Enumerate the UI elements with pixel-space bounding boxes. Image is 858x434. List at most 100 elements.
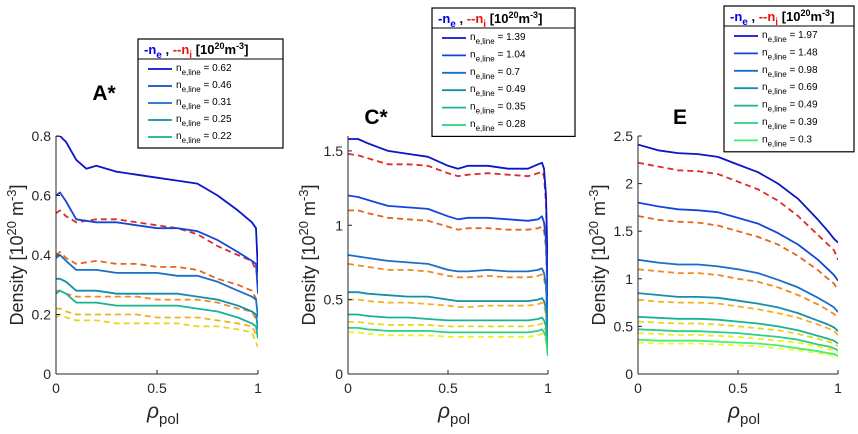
x-tick-label: 1 [544,380,552,396]
ni-line-5 [348,320,548,354]
legend-entry: ne,line = 0.7 [470,67,520,81]
legend-entry-n: n [176,97,182,108]
ne-line-5 [638,316,838,345]
legend-title-unit: [10 [486,11,508,26]
legend-entry-value: = 0.69 [787,82,818,93]
legend-title-sep: , [748,9,759,24]
legend-entry: ne,line = 0.46 [176,80,232,94]
legend-entry-value: = 0.28 [495,119,526,130]
ne-line-1 [56,136,258,273]
x-axis-label-sub: pol [450,411,470,428]
legend-entry-value: = 0.7 [495,67,521,78]
legend-title-unit-close: ] [538,11,542,26]
legend-entry: ne,line = 1.97 [762,30,818,44]
legend-entry-value: = 0.39 [787,117,818,128]
x-tick-label: 0.5 [438,380,458,396]
legend-title-unit-sup2: -3 [822,8,830,18]
legend-entry-sub: e,line [476,72,496,81]
legend-entry-sub: e,line [182,85,202,94]
legend-title: -ne , --ni [1020m-3] [438,10,542,30]
panel-title: A* [92,82,116,105]
legend-entry-n: n [176,80,182,91]
legend-entry-value: = 1.39 [495,32,526,43]
legend-title-ne: -n [730,9,742,24]
y-tick-label: 1 [625,271,633,287]
legend-entry-value: = 0.35 [495,102,526,113]
ni-line-3 [638,268,838,320]
ni-line-6 [638,332,838,353]
ne-line-2 [348,194,548,308]
legend-title-ne-sub: e [742,17,748,28]
y-axis-label-sup2: -3 [4,189,19,201]
ni-line-7 [638,341,838,359]
x-axis-label-rho: ρ [146,400,159,423]
x-tick-label: 0 [634,380,642,396]
legend-entry-n: n [762,134,768,145]
legend-entry-sub: e,line [768,122,788,131]
legend-title-unit-sup2: -3 [236,41,244,51]
legend-title-sep: , [162,42,173,57]
legend-title-ne-sub: e [450,19,456,30]
y-tick-label: 1 [335,217,343,233]
legend-entry: ne,line = 1.39 [470,32,526,46]
x-tick-label: 0 [52,380,60,396]
y-tick-label: 0 [335,366,343,382]
legend-title-sep: , [456,11,467,26]
legend-entry-sub: e,line [768,70,788,79]
legend-entry-n: n [762,82,768,93]
legend-entry: ne,line = 0.3 [762,134,812,148]
legend-title-ni: --n [759,9,776,24]
legend-entry-n: n [176,114,182,125]
ne-line-2 [56,191,258,294]
legend-entry-sub: e,line [476,124,496,133]
ne-line-3 [638,258,838,313]
legend-title-unit: [10 [192,42,214,57]
legend-entry-sub: e,line [476,37,496,46]
x-axis-label-rho: ρ [727,400,740,423]
series-group [638,143,838,359]
legend-entry-value: = 0.49 [495,84,526,95]
ni-line-1 [56,209,258,277]
y-axis-label-sup: 20 [586,221,601,235]
legend-entry-sub: e,line [182,136,202,145]
y-tick-label: 2.5 [614,128,634,144]
legend-entry-n: n [762,30,768,41]
legend-entry-sub: e,line [768,52,788,61]
y-axis-label-close: ] [299,184,319,189]
ne-line-4 [348,291,548,342]
y-axis-label: Density [1020 m-3] [4,184,27,325]
ni-line-4 [348,298,548,345]
legend-title-unit-close: ] [244,42,248,57]
y-axis-label-main: Density [10 [299,236,319,326]
legend-entry-value: = 0.98 [787,65,818,76]
legend-entry: ne,line = 0.98 [762,65,818,79]
legend-entry-sub: e,line [768,35,788,44]
legend-entry-value: = 0.25 [201,114,232,125]
y-tick-label: 0.5 [614,318,634,334]
legend-entry-n: n [176,63,182,74]
legend-title-unit-m: m [519,11,531,26]
y-tick-label: 2 [625,176,633,192]
legend-entry: ne,line = 1.48 [762,47,818,61]
ne-line-6 [348,326,548,357]
y-axis-label-sup2: -3 [296,189,311,201]
y-tick-label: 0.2 [32,307,52,323]
ni-line-2 [348,209,548,312]
legend-entry-sub: e,line [768,87,788,96]
x-axis-label: ρpol [727,400,760,428]
ne-line-1 [638,143,838,244]
ne-line-5 [56,289,258,339]
legend-title-unit-sup: 20 [214,41,224,51]
legend-entry: ne,line = 0.69 [762,82,818,96]
x-tick-label: 0.5 [728,380,748,396]
legend-title-ni-sub: i [483,19,486,30]
ne-line-6 [638,328,838,352]
y-axis-label-main: Density [10 [7,236,27,326]
legend: -ne , --ni [1020m-3]ne,line = 1.97ne,lin… [723,5,855,153]
x-tick-label: 0.5 [147,380,167,396]
legend-title: -ne , --ni [1020m-3] [144,41,248,61]
legend-entry-n: n [470,84,476,95]
